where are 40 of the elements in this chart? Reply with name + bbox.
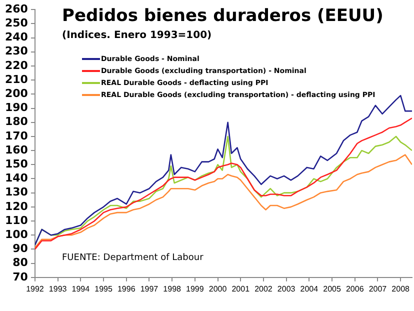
y-tick-label: 190	[4, 101, 28, 114]
x-tick-label: 1994	[72, 284, 90, 294]
y-tick-label: 110	[4, 214, 28, 227]
x-tick-label: 2004	[300, 284, 319, 294]
y-tick-label: 80	[12, 256, 28, 270]
y-tick-label: 90	[12, 242, 28, 256]
y-tick-label: 230	[4, 44, 28, 58]
x-tick-label: 1992	[26, 284, 44, 294]
y-tick-label: 220	[4, 58, 28, 72]
y-tick-label: 170	[4, 129, 28, 142]
x-tick-label: 2000	[208, 284, 228, 294]
y-tick-label: 150	[4, 158, 28, 170]
y-tick-label: 140	[4, 172, 28, 185]
y-tick-label: 210	[4, 72, 28, 86]
x-tick-label: 2006	[346, 284, 364, 294]
x-tick-label: 2002	[254, 284, 273, 294]
x-tick-label: 2005	[323, 284, 342, 294]
x-tick-label: 1993	[48, 284, 68, 294]
x-tick-label: 2003	[277, 284, 296, 294]
annotation: FUENTE: Department of Labour	[62, 253, 204, 263]
y-tick-label: 160	[4, 143, 28, 156]
y-tick-label: 120	[4, 200, 28, 213]
y-tick-label: 200	[4, 87, 28, 100]
y-tick-label: 70	[12, 270, 28, 284]
x-tick-label: 1995	[94, 284, 113, 294]
x-tick-label: 1999	[186, 284, 204, 294]
chart-title: Pedidos bienes duraderos (EEUU)	[62, 6, 384, 26]
y-tick-label: 180	[4, 115, 28, 128]
x-tick-label: 1997	[140, 284, 159, 294]
text: (Indices. Enero 1993=100)	[62, 30, 212, 41]
y-tick-label: 250	[4, 16, 28, 30]
y-tick-label: 130	[4, 186, 28, 199]
y-tick-label: 240	[4, 30, 28, 44]
x-tick-label: 1996	[117, 284, 136, 294]
x-tick-label: 1998	[163, 284, 182, 294]
x-tick-label: 2001	[232, 284, 250, 294]
y-tick-label: 100	[4, 228, 28, 241]
x-tick-label: 2008	[392, 284, 410, 294]
y-tick-label: 260	[4, 2, 28, 16]
x-tick-label: 2007	[368, 284, 388, 294]
